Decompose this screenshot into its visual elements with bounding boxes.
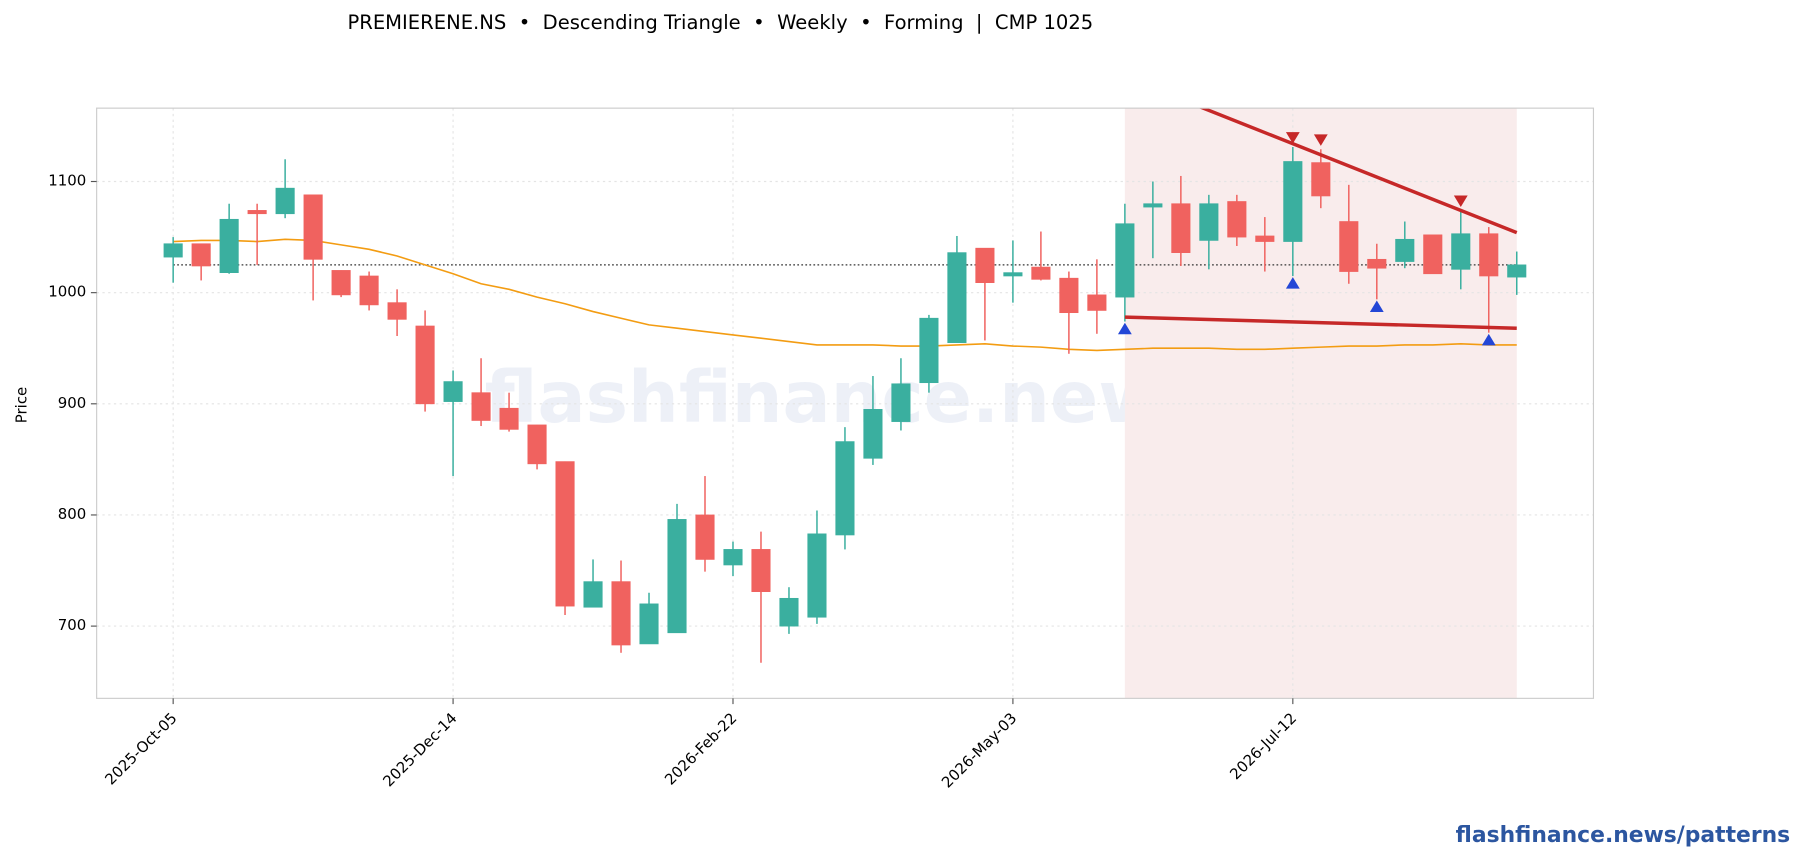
pivot-low-marker <box>1285 277 1300 289</box>
candle-body <box>947 252 967 344</box>
candle-body <box>1451 233 1471 270</box>
candle-body <box>667 519 687 634</box>
y-tick-label: 700 <box>58 616 87 634</box>
candle-body <box>1171 203 1191 253</box>
candle-body <box>331 270 351 296</box>
y-tick-label: 900 <box>58 394 87 412</box>
x-tick-label: 2026-Jul-12 <box>1226 709 1300 783</box>
y-axis-label: Price <box>12 387 30 423</box>
y-tick-label: 800 <box>58 505 87 523</box>
candle-body <box>1115 223 1135 298</box>
candle-body <box>1059 277 1079 314</box>
pivot-low-marker <box>1481 333 1496 346</box>
candle-body <box>751 549 771 592</box>
moving-average <box>173 238 1517 352</box>
candle-body <box>527 424 547 465</box>
candle-body <box>1003 272 1023 277</box>
candle-body <box>583 581 603 608</box>
pivot-low-marker <box>1117 322 1132 335</box>
footer: flashfinance.news/patterns <box>1456 823 1791 848</box>
candle-body <box>415 325 435 405</box>
pivot-high-marker <box>1313 134 1328 146</box>
candle-body <box>1143 203 1163 208</box>
pivot-high-marker <box>1453 195 1468 207</box>
pivot-high-marker <box>1285 132 1300 144</box>
candle-body <box>611 581 631 646</box>
candle-body <box>471 392 491 421</box>
x-tick-label: 2025-Dec-14 <box>379 709 460 790</box>
support-line <box>1124 315 1517 330</box>
candle-body <box>219 218 239 273</box>
candle-body <box>975 247 995 283</box>
candle-body <box>1227 201 1247 238</box>
candle-body <box>443 381 463 402</box>
chart-title: PREMIERENE.NS • Descending Triangle • We… <box>347 11 1093 34</box>
candle-body <box>779 597 799 627</box>
candle-body <box>1283 161 1303 242</box>
candle-body <box>1507 264 1527 278</box>
candle-body <box>723 549 743 566</box>
candle-body <box>807 533 827 618</box>
candle-body <box>499 407 519 430</box>
candle-body <box>1339 221 1359 272</box>
candle-body <box>891 383 911 422</box>
candle-body <box>1255 235 1275 242</box>
x-tick-label: 2026-Feb-22 <box>661 709 740 788</box>
candle-body <box>863 409 883 459</box>
candle-body <box>191 243 211 267</box>
candle-body <box>1031 266 1051 280</box>
candle-body <box>275 187 295 215</box>
candle-body <box>387 302 407 320</box>
candle-body <box>359 275 379 306</box>
x-tick-label: 2025-Oct-05 <box>101 709 180 788</box>
candle-body <box>1087 294 1107 311</box>
watermark: flashfinance.news <box>485 356 1207 439</box>
candle-body <box>1367 258 1387 269</box>
pivot-low-marker <box>1369 300 1384 312</box>
candle-body <box>1395 238 1415 262</box>
candle-body <box>1479 233 1499 277</box>
candle-body <box>247 210 267 215</box>
plot-area: flashfinance.news <box>96 108 1594 699</box>
resistance-line <box>1198 108 1518 235</box>
candle-body <box>919 317 939 384</box>
candle-body <box>163 243 183 258</box>
candle-body <box>303 194 323 260</box>
x-tick-label: 2026-May-03 <box>938 709 1020 791</box>
candle-body <box>1199 203 1219 241</box>
candle-body <box>555 461 575 607</box>
candle-body <box>695 514 715 560</box>
candle-body <box>1311 162 1331 197</box>
candle-body <box>639 603 659 645</box>
candle-body <box>1423 234 1443 275</box>
y-tick-label: 1100 <box>48 172 86 190</box>
y-tick-label: 1000 <box>48 283 86 301</box>
candle-body <box>835 441 855 536</box>
